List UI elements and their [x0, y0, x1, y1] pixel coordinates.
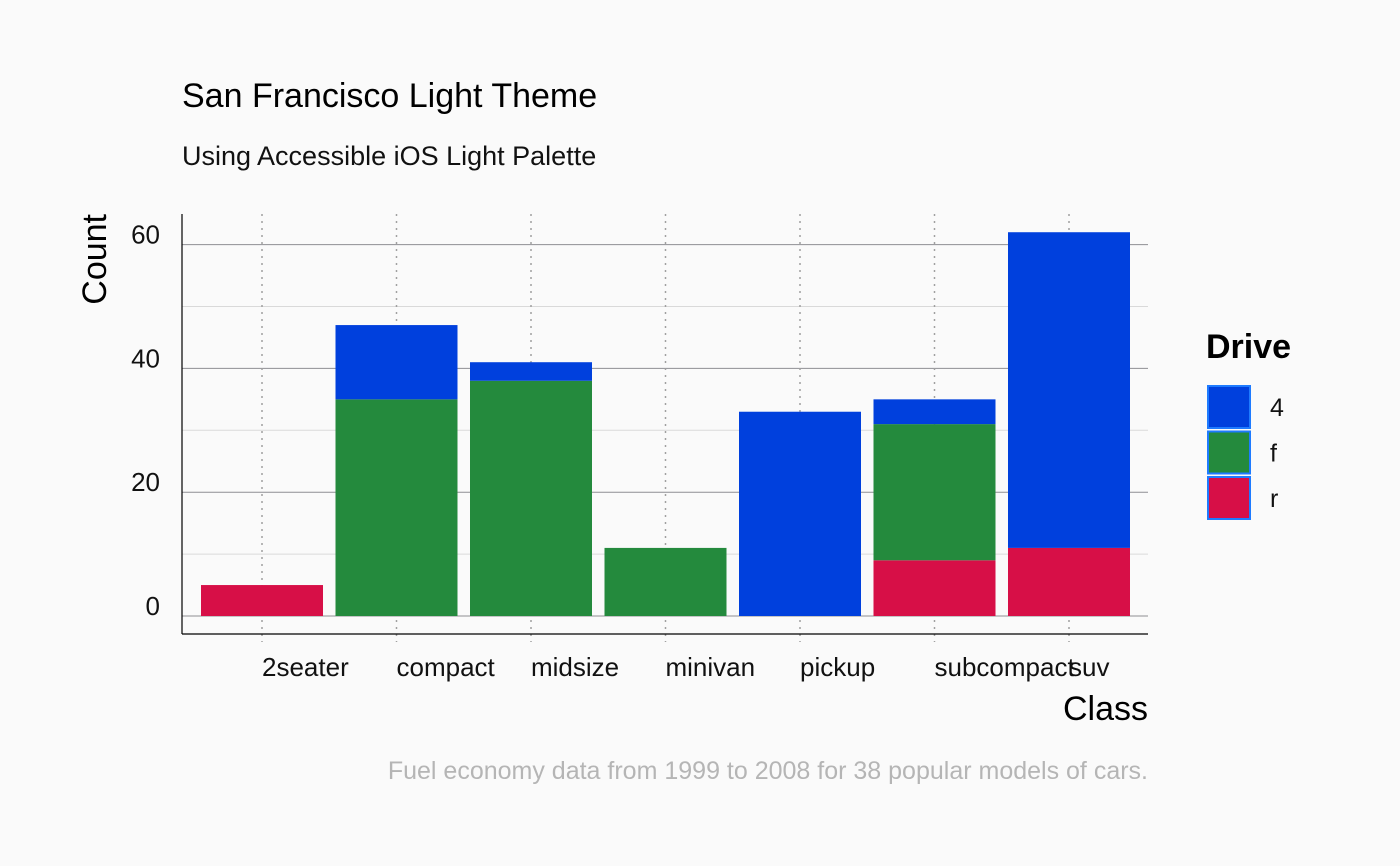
legend-key-f	[1207, 430, 1251, 475]
x-tick-label: 2seater	[262, 652, 349, 682]
x-tick-label: minivan	[666, 652, 756, 682]
x-tick-label: midsize	[531, 652, 619, 682]
x-tick-label: subcompact	[935, 652, 1076, 682]
bar-2seater-r	[201, 585, 323, 616]
y-axis-title: Count	[76, 213, 114, 304]
y-tick-label: 40	[131, 343, 160, 373]
legend-label-f: f	[1270, 440, 1277, 468]
y-tick-label: 20	[131, 467, 160, 497]
legend-key-r	[1207, 476, 1251, 520]
bar-pickup-4	[739, 411, 861, 616]
bar-suv-4	[1008, 232, 1130, 548]
bar-midsize-4	[470, 362, 592, 381]
y-tick-label: 60	[131, 220, 160, 250]
x-tick-label: pickup	[800, 652, 875, 682]
bar-compact-f	[335, 399, 458, 616]
legend-label-r: r	[1270, 485, 1278, 513]
bar-compact-4	[335, 325, 458, 400]
legend: Drive 4 fr	[1206, 328, 1291, 520]
bars-layer	[201, 232, 1130, 616]
chart-title: San Francisco Light Theme	[182, 77, 597, 115]
y-tick-label: 0	[146, 591, 160, 621]
x-tick-label: suv	[1069, 652, 1109, 682]
chart-subtitle: Using Accessible iOS Light Palette	[182, 141, 596, 171]
legend-key-4	[1207, 385, 1251, 429]
bar-subcompact-4	[873, 399, 996, 425]
chart-caption: Fuel economy data from 1999 to 2008 for …	[388, 757, 1148, 785]
x-tick-label: compact	[397, 652, 496, 682]
bar-subcompact-r	[873, 560, 996, 616]
bar-minivan-f	[604, 547, 727, 616]
legend-label-4: 4	[1270, 394, 1284, 422]
axes-layer	[181, 214, 1148, 635]
ticks-layer: 0 20 40 60 2seater compact midsize minivan picku…	[131, 220, 1109, 682]
x-axis-title: Class	[1063, 690, 1148, 728]
legend-items: 4 fr	[1207, 385, 1284, 520]
bar-subcompact-f	[873, 424, 996, 561]
bar-midsize-f	[470, 380, 592, 616]
bar-suv-r	[1008, 547, 1130, 616]
legend-title: Drive	[1206, 328, 1291, 366]
